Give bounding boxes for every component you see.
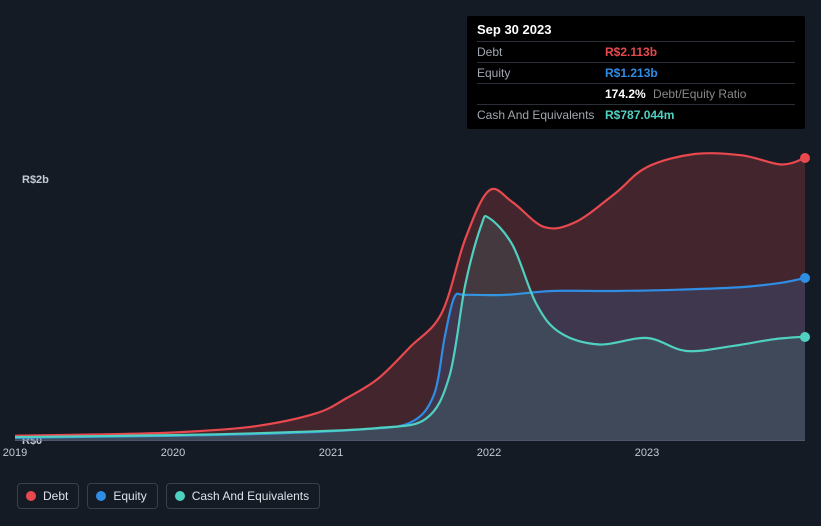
tooltip-ratio: 174.2% Debt/Equity Ratio [605,87,746,101]
x-tick-label: 2020 [161,447,185,459]
legend-label: Cash And Equivalents [192,489,309,503]
tooltip-value: R$1.213b [605,66,658,80]
tooltip-row: EquityR$1.213b [477,62,795,83]
legend-label: Equity [113,489,146,503]
legend-label: Debt [43,489,68,503]
tooltip-rows: DebtR$2.113bEquityR$1.213b174.2% Debt/Eq… [477,41,795,125]
legend-swatch [175,491,185,501]
x-tick-label: 2019 [3,447,27,459]
tooltip-label [477,87,605,101]
tooltip-value: R$2.113b [605,45,657,59]
legend-swatch [96,491,106,501]
tooltip-label: Equity [477,66,605,80]
tooltip-row: Cash And EquivalentsR$787.044m [477,104,795,125]
series-endpoint-dot [800,332,810,342]
legend-item[interactable]: Cash And Equivalents [166,483,320,509]
series-endpoint-dot [800,273,810,283]
x-tick-label: 2022 [477,447,501,459]
series-endpoint-dot [800,153,810,163]
tooltip-row: 174.2% Debt/Equity Ratio [477,83,795,104]
tooltip-date: Sep 30 2023 [477,22,795,41]
x-tick-label: 2021 [319,447,343,459]
legend-swatch [26,491,36,501]
x-axis-labels: 20192020202120222023 [15,447,805,467]
tooltip-row: DebtR$2.113b [477,41,795,62]
legend-item[interactable]: Debt [17,483,79,509]
tooltip-box: Sep 30 2023 DebtR$2.113bEquityR$1.213b17… [467,16,805,129]
x-tick-label: 2023 [635,447,659,459]
tooltip-label: Cash And Equivalents [477,108,605,122]
tooltip-label: Debt [477,45,605,59]
tooltip-value: R$787.044m [605,108,674,122]
legend-item[interactable]: Equity [87,483,157,509]
chart-svg [15,141,805,441]
legend: Debt Equity Cash And Equivalents [17,483,320,509]
